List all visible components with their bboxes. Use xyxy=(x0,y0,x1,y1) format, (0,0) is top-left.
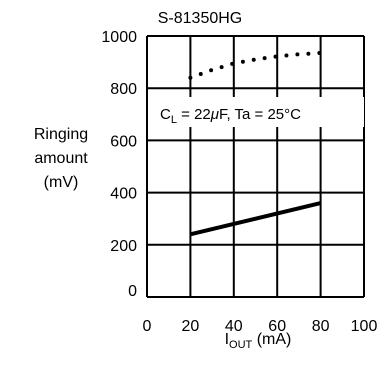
grid xyxy=(146,35,365,298)
y-tick-label-0: 0 xyxy=(128,283,137,300)
y-tick-label-1000: 1000 xyxy=(101,29,137,46)
series-line-0 xyxy=(189,201,322,237)
x-tick-label-20: 20 xyxy=(182,318,200,335)
x-tick-label-60: 60 xyxy=(268,318,286,335)
y-tick-labels: 0 200 400 600 800 1000 xyxy=(101,29,137,300)
y-tick-label-800: 800 xyxy=(110,81,137,98)
series-layer xyxy=(188,50,323,237)
y-axis-label-line-1: Ringing xyxy=(34,126,88,143)
y-axis-label-line-3: (mV) xyxy=(44,174,79,191)
x-tick-label-80: 80 xyxy=(312,318,330,335)
y-tick-label-200: 200 xyxy=(110,238,137,255)
y-tick-label-600: 600 xyxy=(110,133,137,150)
y-axis-label-line-2: amount xyxy=(34,150,88,167)
y-tick-label-400: 400 xyxy=(110,186,137,203)
y-axis-label: Ringing amount (mV) xyxy=(34,126,88,191)
x-tick-label-0: 0 xyxy=(143,318,152,335)
x-tick-labels: 0 20 40 60 80 100 xyxy=(143,318,378,335)
annotation-background xyxy=(152,97,364,127)
chart-title: S-81350HG xyxy=(158,10,243,27)
series-line-1 xyxy=(188,50,323,80)
x-tick-label-40: 40 xyxy=(225,318,243,335)
annotation: CL = 22μF, Ta = 25°C xyxy=(160,106,301,126)
x-tick-label-100: 100 xyxy=(351,318,378,335)
x-axis-label: IOUT (mA) xyxy=(225,331,292,351)
